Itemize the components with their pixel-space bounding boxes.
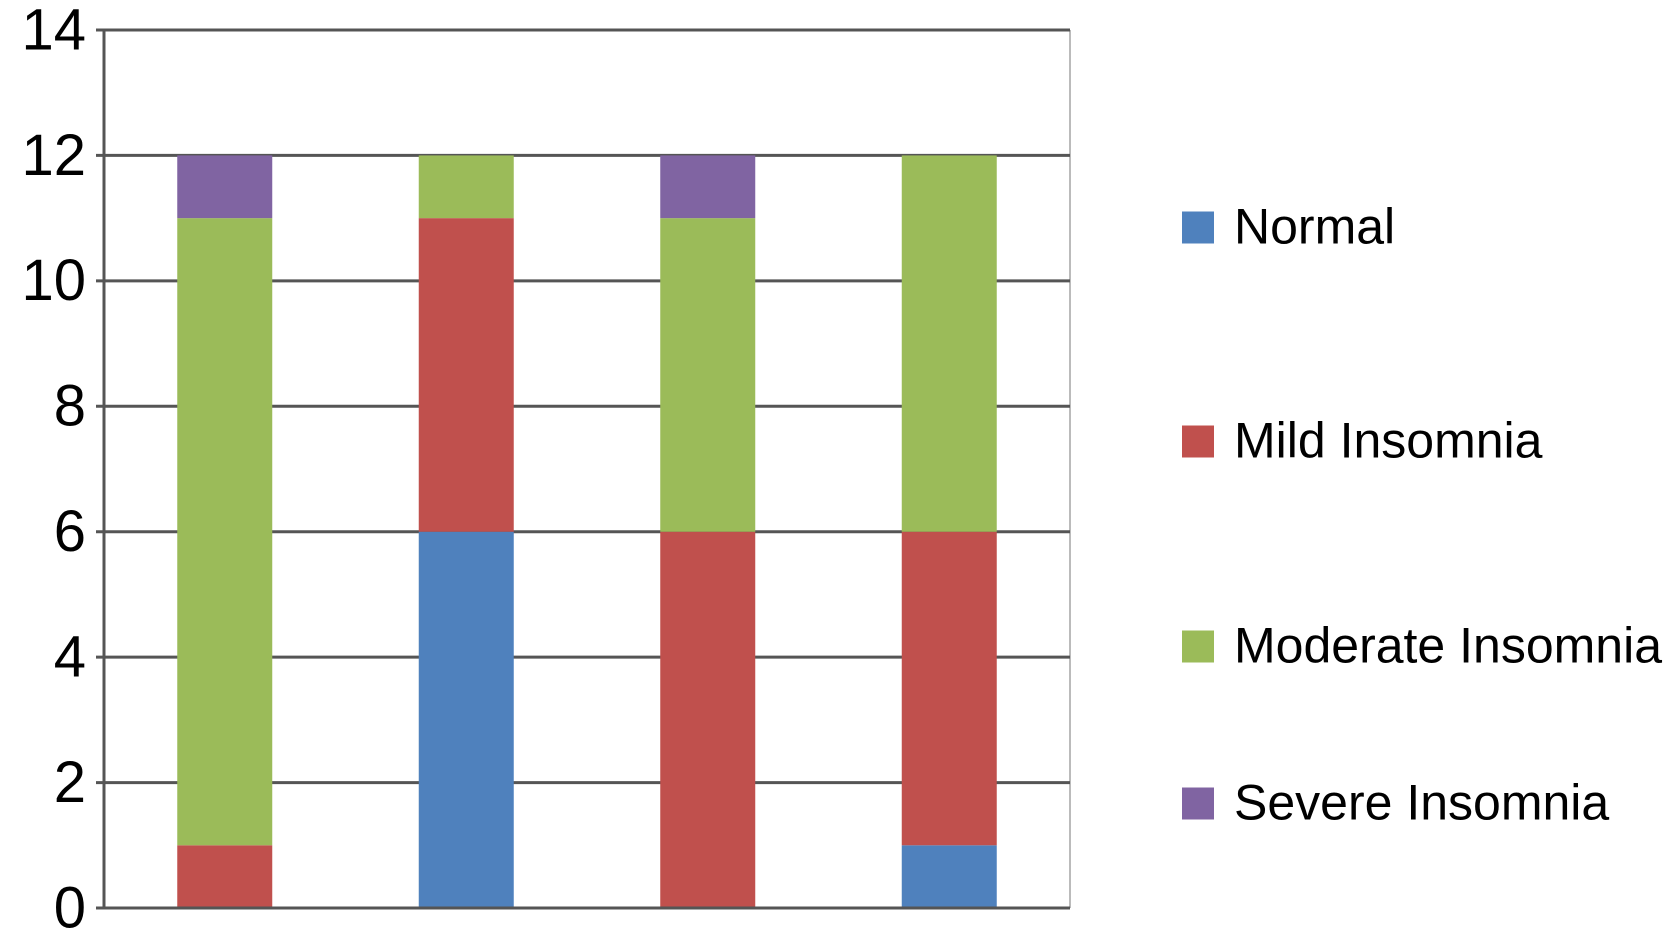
legend-entry: Severe Insomnia bbox=[1182, 771, 1664, 836]
legend-label: Mild Insomnia bbox=[1234, 412, 1543, 469]
y-tick-label: 12 bbox=[21, 123, 86, 188]
bar-segment bbox=[418, 531, 514, 908]
bar-segment bbox=[901, 531, 997, 846]
legend-swatch bbox=[1182, 787, 1214, 819]
legend-entry: Mild Insomnia bbox=[1182, 409, 1664, 474]
legend-swatch bbox=[1182, 630, 1214, 662]
bar-segment bbox=[418, 218, 514, 532]
bar-segment bbox=[660, 531, 756, 908]
legend-entry: Moderate Insomnia bbox=[1182, 614, 1664, 679]
legend-swatch bbox=[1182, 211, 1214, 243]
bar-segment bbox=[177, 155, 273, 219]
y-tick-label: 2 bbox=[54, 750, 86, 815]
y-tick-label: 0 bbox=[54, 875, 86, 940]
y-tick-label: 14 bbox=[21, 0, 86, 62]
y-tick-label: 4 bbox=[54, 624, 86, 689]
y-tick-label: 8 bbox=[54, 374, 86, 439]
legend-label: Moderate Insomnia bbox=[1234, 617, 1663, 674]
bar-segment bbox=[901, 845, 997, 908]
legend-label: Normal bbox=[1234, 198, 1396, 255]
bar-segment bbox=[418, 155, 514, 219]
bar-segment bbox=[660, 218, 756, 532]
bar-segment bbox=[177, 218, 273, 846]
y-tick-label: 10 bbox=[21, 248, 86, 313]
bar-segment bbox=[177, 845, 273, 908]
legend-entry: Normal bbox=[1182, 195, 1664, 260]
legend-label: Severe Insomnia bbox=[1234, 774, 1610, 831]
bar-segment bbox=[660, 155, 756, 219]
legend-swatch bbox=[1182, 425, 1214, 457]
bar-segment bbox=[901, 155, 997, 532]
y-tick-label: 6 bbox=[54, 499, 86, 564]
